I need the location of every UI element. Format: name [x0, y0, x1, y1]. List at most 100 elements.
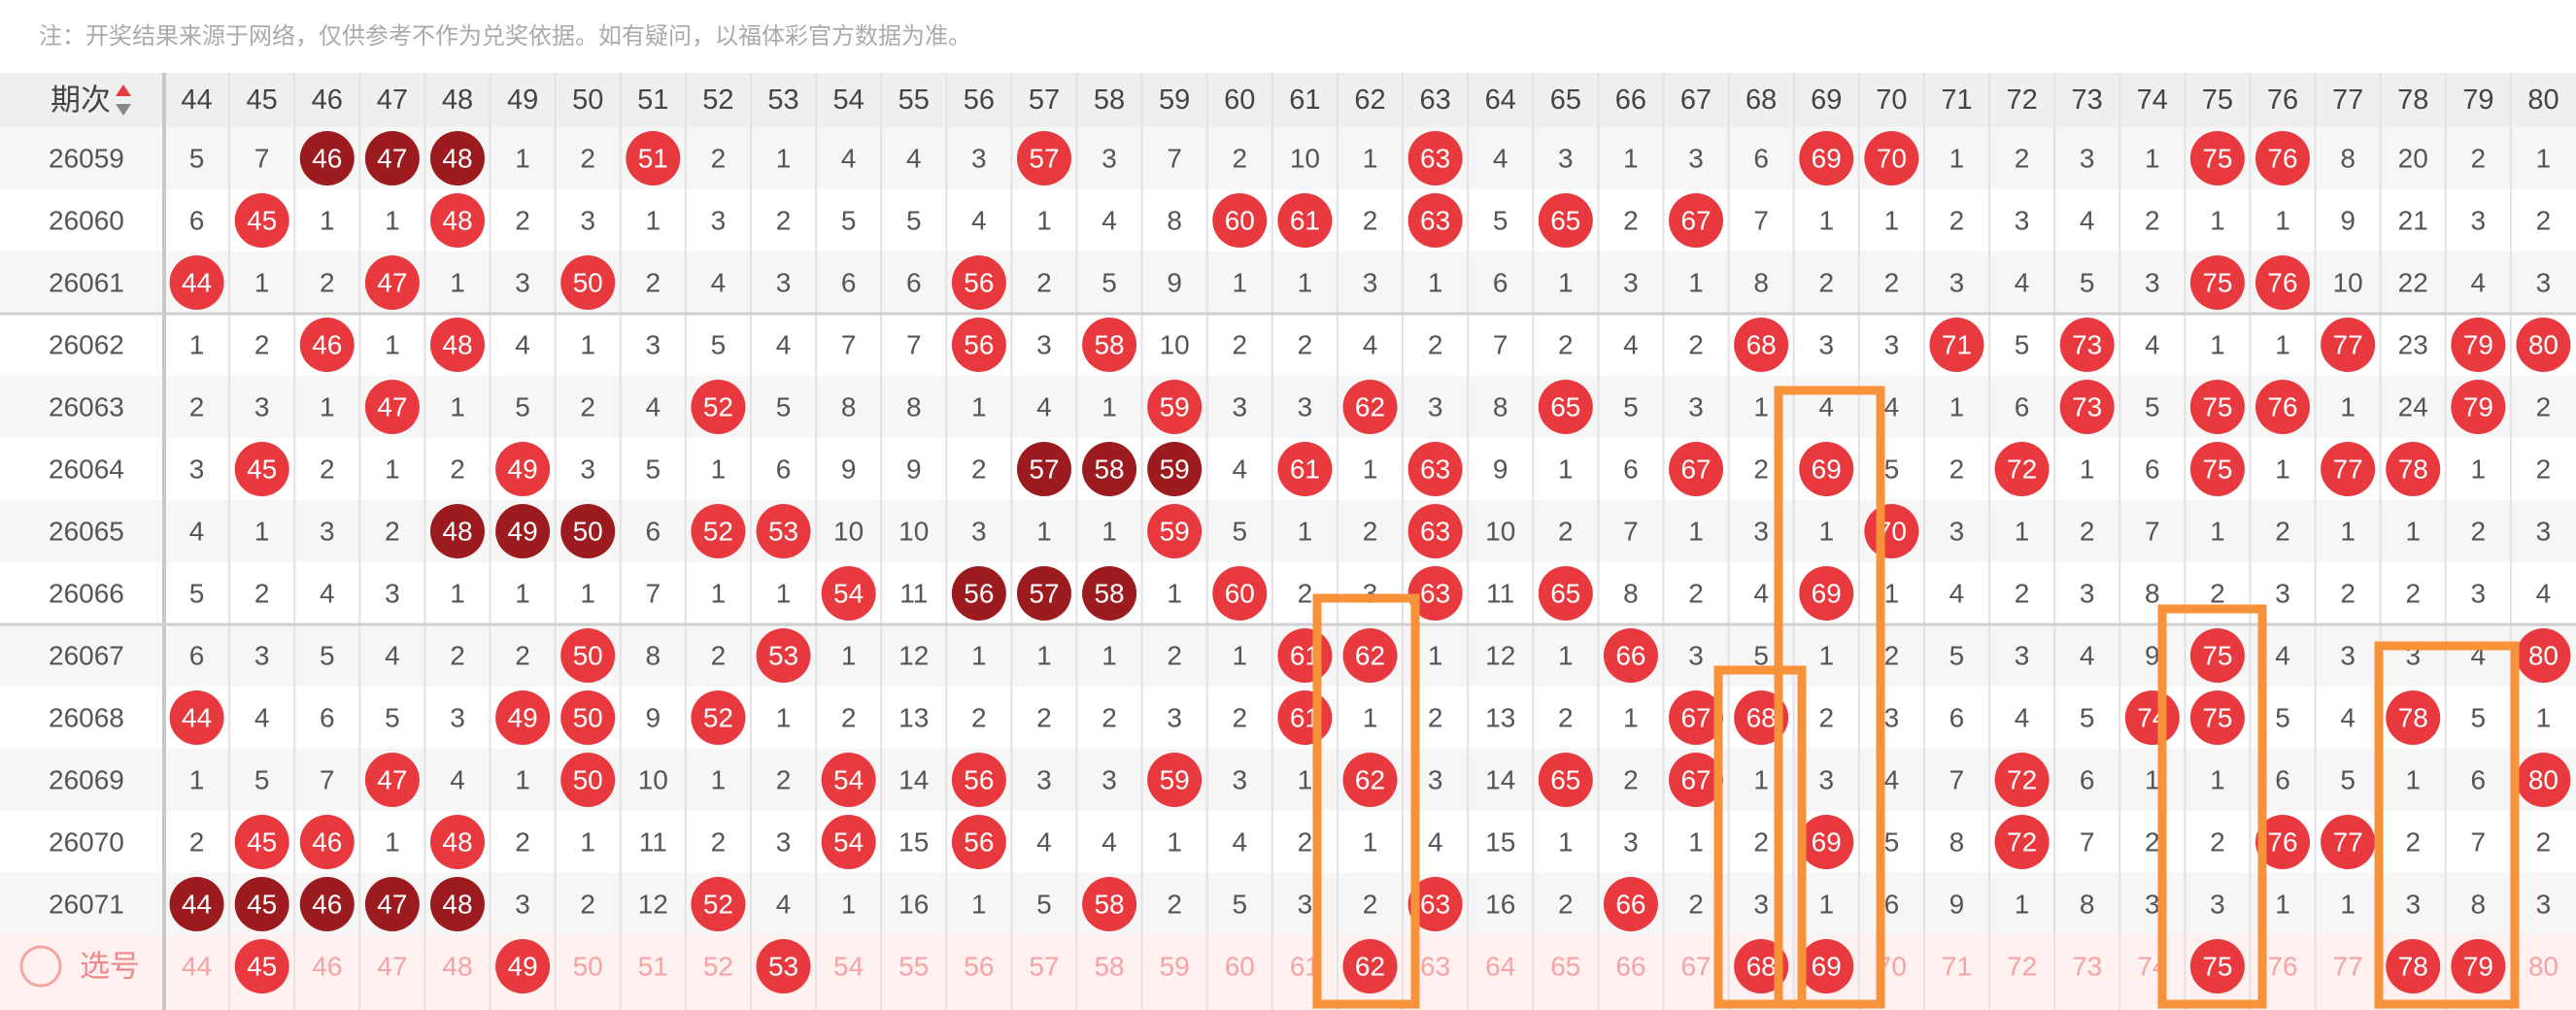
- miss-count: 2: [1623, 206, 1639, 236]
- miss-count: 2: [450, 641, 465, 671]
- ball-number: 78: [2398, 703, 2428, 733]
- miss-count: 20: [2398, 144, 2428, 174]
- miss-count: 2: [515, 827, 530, 858]
- miss-count: 1: [2275, 890, 2290, 920]
- miss-count: 7: [320, 765, 335, 795]
- miss-count: 4: [1232, 454, 1247, 485]
- pick-number: 44: [182, 952, 212, 982]
- miss-count: 2: [1623, 765, 1639, 795]
- miss-count: 7: [254, 144, 270, 174]
- miss-count: 1: [1623, 144, 1639, 174]
- column-header: 79: [2462, 84, 2493, 116]
- hit-ball: [1538, 753, 1593, 807]
- ball-number: 46: [312, 144, 342, 174]
- run-ball: [429, 504, 485, 558]
- miss-count: 2: [320, 454, 335, 485]
- miss-count: 1: [1167, 579, 1182, 609]
- miss-count: 7: [906, 330, 922, 360]
- miss-count: 4: [450, 765, 465, 795]
- miss-count: 7: [841, 330, 857, 360]
- ball-number: 56: [964, 579, 994, 609]
- hit-ball: [1669, 442, 1724, 496]
- miss-count: 2: [1949, 454, 1965, 485]
- miss-count: 10: [1485, 517, 1515, 547]
- miss-count: 3: [1232, 765, 1247, 795]
- hit-ball: [1538, 380, 1593, 434]
- miss-count: 1: [2145, 144, 2160, 174]
- miss-count: 1: [450, 392, 465, 422]
- miss-count: 3: [1623, 827, 1639, 858]
- miss-count: 4: [515, 330, 530, 360]
- hit-ball: [364, 380, 420, 434]
- run-ball: [299, 131, 355, 185]
- miss-count: 2: [1232, 144, 1247, 174]
- hit-ball: [2189, 380, 2245, 434]
- miss-count: 1: [1036, 641, 1052, 671]
- ball-number: 45: [247, 827, 277, 858]
- miss-count: 6: [2471, 765, 2487, 795]
- column-header: 56: [964, 84, 995, 116]
- run-ball: [429, 877, 485, 931]
- ball-number: 45: [247, 206, 277, 236]
- miss-count: 6: [1949, 703, 1965, 733]
- miss-count: 1: [776, 144, 792, 174]
- miss-count: 4: [1623, 330, 1639, 360]
- ball-number: 57: [1029, 579, 1059, 609]
- selected-number: 45: [247, 952, 277, 982]
- ball-number: 56: [964, 765, 994, 795]
- miss-count: 2: [1428, 330, 1443, 360]
- miss-count: 2: [254, 579, 270, 609]
- miss-count: 1: [971, 890, 987, 920]
- miss-count: 6: [2145, 454, 2160, 485]
- miss-count: 3: [1167, 703, 1182, 733]
- selected-ball: [2189, 939, 2245, 993]
- miss-count: 1: [1884, 579, 1900, 609]
- hit-ball: [1407, 566, 1463, 621]
- miss-count: 1: [1884, 206, 1900, 236]
- miss-count: 3: [1232, 392, 1247, 422]
- miss-count: 1: [2405, 517, 2421, 547]
- miss-count: 2: [1558, 517, 1574, 547]
- miss-count: 1: [580, 579, 595, 609]
- column-header: 54: [833, 84, 864, 116]
- hit-ball: [2386, 690, 2441, 745]
- miss-count: 9: [906, 454, 922, 485]
- hit-ball: [951, 753, 1006, 807]
- miss-count: 1: [580, 330, 595, 360]
- ball-number: 77: [2333, 454, 2363, 485]
- miss-count: 1: [2275, 330, 2290, 360]
- issue-number: 26063: [49, 392, 124, 422]
- column-header: 57: [1029, 84, 1060, 116]
- hit-ball: [1277, 442, 1333, 496]
- highlight-box: [1312, 593, 1420, 1009]
- miss-count: 2: [2536, 392, 2552, 422]
- hit-ball: [1082, 877, 1137, 931]
- hit-ball: [691, 690, 746, 745]
- pick-number: 73: [2072, 952, 2102, 982]
- ball-number: 60: [1225, 579, 1255, 609]
- hit-ball: [495, 690, 551, 745]
- miss-count: 10: [898, 517, 929, 547]
- selected-number: 79: [2463, 952, 2493, 982]
- issue-number: 26065: [49, 517, 124, 547]
- ball-number: 52: [703, 392, 733, 422]
- column-header: 45: [247, 84, 278, 116]
- miss-count: 2: [2405, 579, 2421, 609]
- miss-count: 3: [1363, 579, 1378, 609]
- miss-count: 1: [385, 206, 400, 236]
- pick-icon: [19, 945, 62, 988]
- miss-count: 6: [1884, 890, 1900, 920]
- run-ball: [429, 131, 485, 185]
- miss-count: 4: [2145, 330, 2160, 360]
- miss-count: 1: [1688, 827, 1704, 858]
- miss-count: 7: [1949, 765, 1965, 795]
- miss-count: 3: [1298, 392, 1313, 422]
- selected-number: 49: [508, 952, 538, 982]
- miss-count: 4: [2015, 703, 2030, 733]
- ball-number: 51: [638, 144, 668, 174]
- miss-count: 1: [515, 144, 530, 174]
- miss-count: 1: [1363, 144, 1378, 174]
- hit-ball: [2321, 442, 2376, 496]
- miss-count: 5: [1036, 890, 1052, 920]
- miss-count: 4: [1363, 330, 1378, 360]
